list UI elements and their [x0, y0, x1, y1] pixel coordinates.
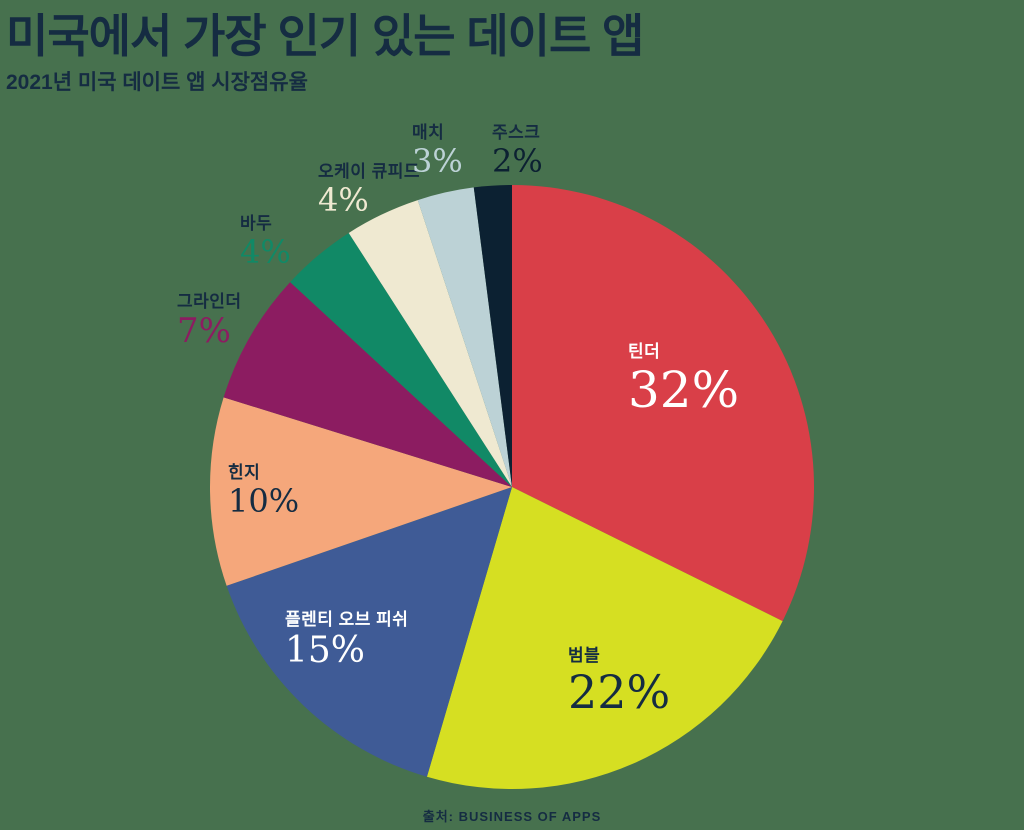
- pie-slice-okcupid: [348, 200, 512, 487]
- pie-slice-grindr: [223, 282, 512, 487]
- chart-title: 미국에서 가장 인기 있는 데이트 앱: [6, 10, 644, 62]
- pie-slice-zoosk: [473, 185, 512, 487]
- pie-slice-plenty-of-fish: [226, 487, 513, 777]
- pie-slice-hinge: [210, 397, 512, 586]
- pie-slice-tinder: [512, 185, 815, 622]
- pie-slice-badoo: [290, 232, 512, 487]
- chart-subtitle: 2021년 미국 데이트 앱 시장점유율: [6, 71, 308, 94]
- source-attribution: 출처: BUSINESS OF APPS: [422, 809, 602, 824]
- pie-slice-match: [417, 187, 512, 487]
- pie-slice-bumble: [426, 487, 783, 790]
